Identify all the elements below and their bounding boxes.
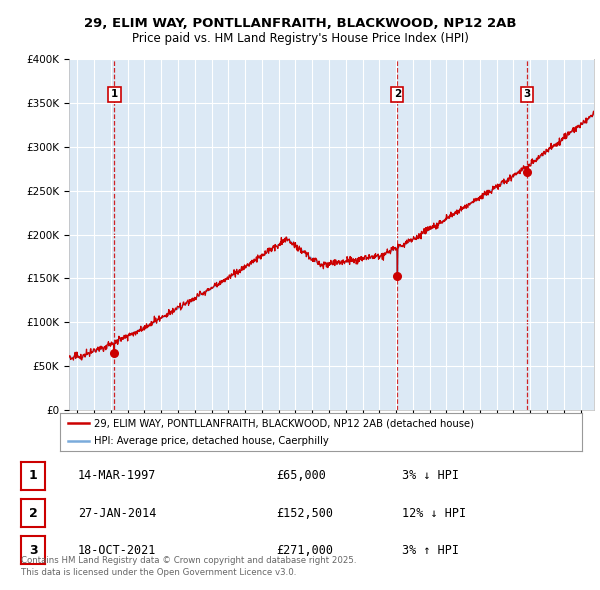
Text: Price paid vs. HM Land Registry's House Price Index (HPI): Price paid vs. HM Land Registry's House …: [131, 32, 469, 45]
Text: 2: 2: [29, 507, 37, 520]
Text: 12% ↓ HPI: 12% ↓ HPI: [402, 507, 466, 520]
Text: 3% ↓ HPI: 3% ↓ HPI: [402, 470, 459, 483]
Text: £271,000: £271,000: [276, 544, 333, 557]
Text: 3% ↑ HPI: 3% ↑ HPI: [402, 544, 459, 557]
Text: 2: 2: [394, 89, 401, 99]
Text: HPI: Average price, detached house, Caerphilly: HPI: Average price, detached house, Caer…: [94, 436, 329, 446]
Text: Contains HM Land Registry data © Crown copyright and database right 2025.
This d: Contains HM Land Registry data © Crown c…: [21, 556, 356, 577]
Text: 1: 1: [110, 89, 118, 99]
Text: 3: 3: [523, 89, 530, 99]
Text: 1: 1: [29, 470, 37, 483]
Text: 18-OCT-2021: 18-OCT-2021: [78, 544, 157, 557]
Text: £152,500: £152,500: [276, 507, 333, 520]
Text: 3: 3: [29, 544, 37, 557]
Text: 29, ELIM WAY, PONTLLANFRAITH, BLACKWOOD, NP12 2AB: 29, ELIM WAY, PONTLLANFRAITH, BLACKWOOD,…: [84, 17, 516, 30]
Text: 27-JAN-2014: 27-JAN-2014: [78, 507, 157, 520]
Text: 29, ELIM WAY, PONTLLANFRAITH, BLACKWOOD, NP12 2AB (detached house): 29, ELIM WAY, PONTLLANFRAITH, BLACKWOOD,…: [94, 418, 474, 428]
Text: £65,000: £65,000: [276, 470, 326, 483]
Text: 14-MAR-1997: 14-MAR-1997: [78, 470, 157, 483]
